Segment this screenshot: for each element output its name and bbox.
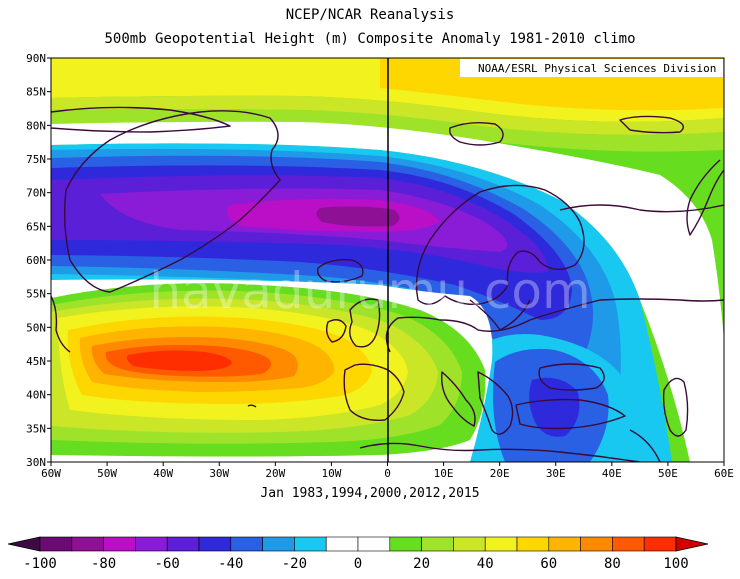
lon-tick-label: 40E bbox=[602, 467, 622, 480]
lon-tick-label: 30E bbox=[546, 467, 566, 480]
lat-tick-label: 35N bbox=[26, 422, 46, 435]
credit-box: NOAA/ESRL Physical Sciences Division bbox=[460, 59, 723, 77]
colorbar-swatch bbox=[166, 536, 200, 552]
lat-tick-label: 30N bbox=[26, 456, 46, 469]
lat-tick-label: 80N bbox=[26, 119, 46, 132]
coast-novaya-zemlya bbox=[686, 159, 724, 236]
colorbar-label: 40 bbox=[477, 556, 494, 572]
field-neg-deepmagenta bbox=[316, 206, 400, 227]
colorbar-swatch bbox=[39, 536, 73, 552]
chart-subtitle: 500mb Geopotential Height (m) Composite … bbox=[104, 31, 636, 47]
lat-tick-label: 85N bbox=[26, 86, 46, 99]
field-pos-red bbox=[126, 350, 232, 371]
lon-tick-label: 40W bbox=[153, 467, 173, 480]
colorbar-high-arrow bbox=[675, 536, 709, 552]
colorbar-swatch bbox=[516, 536, 550, 552]
coast-iceland bbox=[316, 258, 364, 283]
coastlines bbox=[51, 106, 724, 462]
coast-north-africa bbox=[359, 442, 641, 462]
coast-svalbard bbox=[449, 121, 504, 146]
colorbar-label: 100 bbox=[663, 556, 688, 572]
latitude-labels: 90N 85N 80N 75N 70N 65N 60N 55N 50N 45N 40N 35N 30N bbox=[26, 52, 51, 469]
lon-tick-label: 10W bbox=[321, 467, 341, 480]
colorbar-label: 0 bbox=[354, 556, 362, 572]
colorbar-swatch bbox=[421, 536, 454, 552]
coast-scandinavia bbox=[415, 184, 585, 306]
colorbar-swatch bbox=[453, 536, 486, 552]
lat-tick-label: 60N bbox=[26, 254, 46, 267]
watermark-text: havadurumu.com bbox=[149, 262, 590, 320]
coast-caspian bbox=[662, 377, 689, 437]
colorbar-swatch bbox=[294, 536, 327, 552]
field-arctic-green-lime bbox=[51, 95, 724, 135]
colorbar-label: -60 bbox=[155, 556, 180, 572]
colorbar-label: 80 bbox=[604, 556, 621, 572]
coast-azores bbox=[247, 404, 257, 408]
colorbar-label: -80 bbox=[91, 556, 116, 572]
colorbar: -100 -80 -60 -40 -20 0 20 40 60 80 100 bbox=[7, 536, 709, 572]
colorbar-swatch bbox=[198, 536, 232, 552]
coast-europe-mainland bbox=[385, 298, 724, 353]
lat-tick-label: 45N bbox=[26, 355, 46, 368]
colorbar-swatch bbox=[612, 536, 645, 552]
lon-tick-label: 60E bbox=[714, 467, 734, 480]
colorbar-swatch bbox=[135, 536, 168, 552]
coast-kola-russia bbox=[559, 204, 724, 213]
colorbar-swatch bbox=[71, 536, 104, 552]
lon-tick-label: 30W bbox=[209, 467, 229, 480]
field-neg-se-royal bbox=[529, 377, 580, 437]
colorbar-swatch bbox=[357, 536, 391, 552]
lat-tick-label: 50N bbox=[26, 321, 46, 334]
lat-tick-label: 55N bbox=[26, 288, 46, 301]
colorbar-swatch bbox=[548, 536, 581, 552]
colorbar-label: 20 bbox=[413, 556, 430, 572]
lat-tick-label: 90N bbox=[26, 52, 46, 65]
colorbar-swatch bbox=[580, 536, 613, 552]
colorbar-swatch bbox=[325, 536, 359, 552]
colorbar-low-arrow bbox=[7, 536, 41, 552]
longitude-labels: 60W 50W 40W 30W 20W 10W 0 10E 20E 30E 40E 50E 60E bbox=[41, 462, 734, 480]
coast-turkey bbox=[515, 398, 626, 430]
lon-tick-label: 20W bbox=[265, 467, 285, 480]
colorbar-swatch bbox=[262, 536, 295, 552]
colorbar-swatch bbox=[230, 536, 263, 552]
field-arctic-green bbox=[51, 109, 724, 152]
lat-tick-label: 70N bbox=[26, 187, 46, 200]
coast-iberia bbox=[343, 363, 405, 421]
lon-tick-label: 50E bbox=[658, 467, 678, 480]
lon-tick-label: 10E bbox=[434, 467, 454, 480]
coast-labrador bbox=[51, 295, 71, 353]
lon-tick-label: 20E bbox=[490, 467, 510, 480]
colorbar-swatch bbox=[389, 536, 422, 552]
coast-franz-josef bbox=[619, 115, 684, 134]
colorbar-label: -100 bbox=[23, 556, 57, 572]
colorbar-label: -20 bbox=[282, 556, 307, 572]
credit-label: NOAA/ESRL Physical Sciences Division bbox=[478, 62, 716, 75]
lon-tick-label: 60W bbox=[41, 467, 61, 480]
coast-ireland bbox=[325, 319, 347, 343]
colorbar-swatch bbox=[643, 536, 677, 552]
colorbar-swatch bbox=[103, 536, 136, 552]
coast-ellesmere bbox=[51, 106, 231, 133]
coast-greenland bbox=[63, 110, 281, 293]
lon-tick-label: 50W bbox=[97, 467, 117, 480]
coast-middle-east bbox=[629, 429, 661, 462]
chart-title: NCEP/NCAR Reanalysis bbox=[285, 7, 455, 23]
lon-tick-label: 0 bbox=[384, 467, 391, 480]
lat-tick-label: 40N bbox=[26, 389, 46, 402]
colorbar-swatch bbox=[484, 536, 518, 552]
lat-tick-label: 75N bbox=[26, 153, 46, 166]
coast-balkans-greece bbox=[477, 371, 514, 435]
composite-years: Jan 1983,1994,2000,2012,2015 bbox=[260, 486, 480, 501]
coast-italy bbox=[441, 371, 476, 427]
colorbar-label: -40 bbox=[218, 556, 243, 572]
lat-tick-label: 65N bbox=[26, 220, 46, 233]
colorbar-label: 60 bbox=[540, 556, 557, 572]
coast-british-isles bbox=[349, 298, 381, 348]
coast-black-sea bbox=[538, 363, 605, 391]
